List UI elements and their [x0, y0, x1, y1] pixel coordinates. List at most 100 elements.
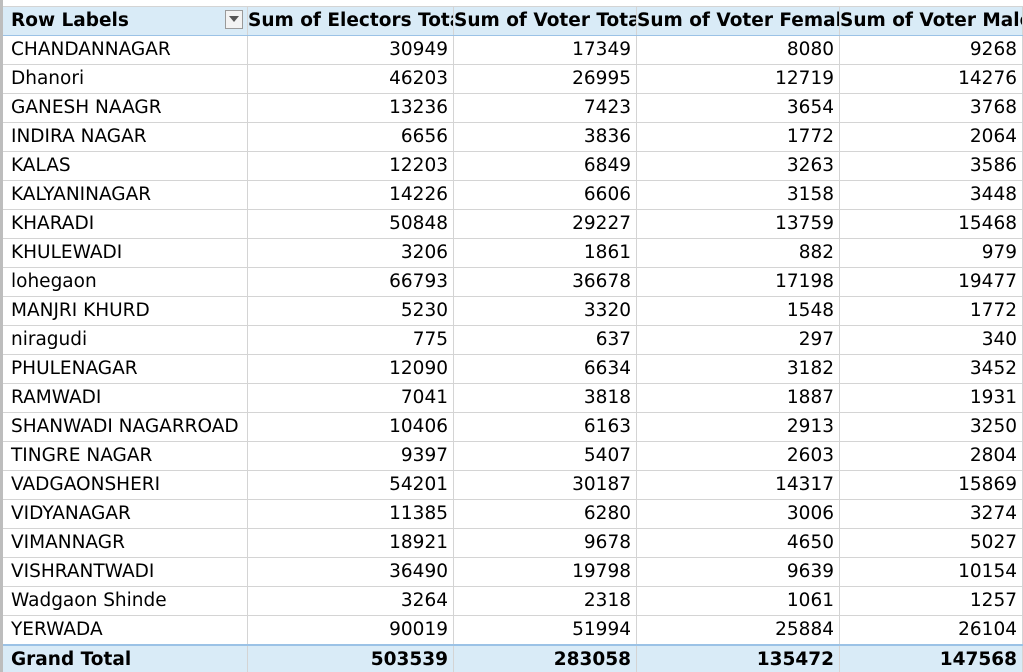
- row-label-cell[interactable]: GANESH NAAGR: [0, 93, 248, 123]
- voter-female-cell[interactable]: 3654: [636, 93, 840, 123]
- voter-male-cell[interactable]: 1772: [839, 296, 1023, 326]
- row-label-cell[interactable]: lohegaon: [0, 267, 248, 297]
- voter-male-cell[interactable]: 14276: [839, 64, 1023, 94]
- voter-total-cell[interactable]: 51994: [453, 615, 637, 646]
- voter-female-cell[interactable]: 882: [636, 238, 840, 268]
- row-label-cell[interactable]: VADGAONSHERI: [0, 470, 248, 500]
- row-label-cell[interactable]: SHANWADI NAGARROAD: [0, 412, 248, 442]
- voter-female-cell[interactable]: 25884: [636, 615, 840, 646]
- voter-male-cell[interactable]: 9268: [839, 35, 1023, 65]
- row-label-cell[interactable]: KHARADI: [0, 209, 248, 239]
- voter-female-cell[interactable]: 3263: [636, 151, 840, 181]
- voter-total-cell[interactable]: 3818: [453, 383, 637, 413]
- electors-total-cell[interactable]: 66793: [247, 267, 454, 297]
- voter-female-cell[interactable]: 3182: [636, 354, 840, 384]
- electors-total-cell[interactable]: 54201: [247, 470, 454, 500]
- voter-male-cell[interactable]: 5027: [839, 528, 1023, 558]
- voter-male-cell[interactable]: 3452: [839, 354, 1023, 384]
- voter-total-cell[interactable]: 6163: [453, 412, 637, 442]
- grand-total-female[interactable]: 135472: [636, 644, 840, 672]
- electors-total-cell[interactable]: 12203: [247, 151, 454, 181]
- header-voter-female[interactable]: Sum of Voter Female: [636, 6, 840, 36]
- row-label-cell[interactable]: RAMWADI: [0, 383, 248, 413]
- voter-female-cell[interactable]: 2913: [636, 412, 840, 442]
- row-label-cell[interactable]: MANJRI KHURD: [0, 296, 248, 326]
- voter-female-cell[interactable]: 3006: [636, 499, 840, 529]
- voter-male-cell[interactable]: 3448: [839, 180, 1023, 210]
- header-electors-total[interactable]: Sum of Electors Total: [247, 6, 454, 36]
- grand-total-male[interactable]: 147568: [839, 644, 1023, 672]
- voter-male-cell[interactable]: 2804: [839, 441, 1023, 471]
- voter-male-cell[interactable]: 1257: [839, 586, 1023, 616]
- voter-female-cell[interactable]: 9639: [636, 557, 840, 587]
- electors-total-cell[interactable]: 3264: [247, 586, 454, 616]
- grand-total-label[interactable]: Grand Total: [0, 644, 248, 672]
- voter-total-cell[interactable]: 6606: [453, 180, 637, 210]
- row-label-cell[interactable]: TINGRE NAGAR: [0, 441, 248, 471]
- electors-total-cell[interactable]: 9397: [247, 441, 454, 471]
- voter-male-cell[interactable]: 15468: [839, 209, 1023, 239]
- voter-female-cell[interactable]: 1061: [636, 586, 840, 616]
- row-label-cell[interactable]: KHULEWADI: [0, 238, 248, 268]
- header-row-labels-cell[interactable]: Row Labels: [0, 6, 248, 36]
- electors-total-cell[interactable]: 13236: [247, 93, 454, 123]
- voter-total-cell[interactable]: 3836: [453, 122, 637, 152]
- electors-total-cell[interactable]: 14226: [247, 180, 454, 210]
- voter-male-cell[interactable]: 340: [839, 325, 1023, 355]
- voter-total-cell[interactable]: 6849: [453, 151, 637, 181]
- electors-total-cell[interactable]: 3206: [247, 238, 454, 268]
- electors-total-cell[interactable]: 11385: [247, 499, 454, 529]
- row-label-cell[interactable]: INDIRA NAGAR: [0, 122, 248, 152]
- voter-total-cell[interactable]: 19798: [453, 557, 637, 587]
- voter-total-cell[interactable]: 29227: [453, 209, 637, 239]
- electors-total-cell[interactable]: 36490: [247, 557, 454, 587]
- row-label-cell[interactable]: VIDYANAGAR: [0, 499, 248, 529]
- electors-total-cell[interactable]: 5230: [247, 296, 454, 326]
- electors-total-cell[interactable]: 18921: [247, 528, 454, 558]
- voter-male-cell[interactable]: 3274: [839, 499, 1023, 529]
- voter-female-cell[interactable]: 3158: [636, 180, 840, 210]
- voter-male-cell[interactable]: 19477: [839, 267, 1023, 297]
- voter-total-cell[interactable]: 7423: [453, 93, 637, 123]
- voter-female-cell[interactable]: 2603: [636, 441, 840, 471]
- voter-male-cell[interactable]: 15869: [839, 470, 1023, 500]
- row-label-cell[interactable]: YERWADA: [0, 615, 248, 646]
- electors-total-cell[interactable]: 30949: [247, 35, 454, 65]
- voter-total-cell[interactable]: 36678: [453, 267, 637, 297]
- voter-female-cell[interactable]: 1548: [636, 296, 840, 326]
- voter-female-cell[interactable]: 14317: [636, 470, 840, 500]
- voter-male-cell[interactable]: 3586: [839, 151, 1023, 181]
- voter-male-cell[interactable]: 1931: [839, 383, 1023, 413]
- electors-total-cell[interactable]: 46203: [247, 64, 454, 94]
- electors-total-cell[interactable]: 6656: [247, 122, 454, 152]
- voter-female-cell[interactable]: 8080: [636, 35, 840, 65]
- voter-total-cell[interactable]: 3320: [453, 296, 637, 326]
- row-label-cell[interactable]: KALYANINAGAR: [0, 180, 248, 210]
- row-label-cell[interactable]: Wadgaon Shinde: [0, 586, 248, 616]
- electors-total-cell[interactable]: 90019: [247, 615, 454, 646]
- electors-total-cell[interactable]: 12090: [247, 354, 454, 384]
- voter-male-cell[interactable]: 3768: [839, 93, 1023, 123]
- voter-male-cell[interactable]: 979: [839, 238, 1023, 268]
- voter-female-cell[interactable]: 17198: [636, 267, 840, 297]
- voter-male-cell[interactable]: 10154: [839, 557, 1023, 587]
- row-label-cell[interactable]: KALAS: [0, 151, 248, 181]
- voter-male-cell[interactable]: 2064: [839, 122, 1023, 152]
- electors-total-cell[interactable]: 10406: [247, 412, 454, 442]
- grand-total-voters[interactable]: 283058: [453, 644, 637, 672]
- electors-total-cell[interactable]: 775: [247, 325, 454, 355]
- header-voter-total[interactable]: Sum of Voter Total: [453, 6, 637, 36]
- voter-total-cell[interactable]: 6280: [453, 499, 637, 529]
- voter-total-cell[interactable]: 1861: [453, 238, 637, 268]
- voter-female-cell[interactable]: 1772: [636, 122, 840, 152]
- row-label-cell[interactable]: Dhanori: [0, 64, 248, 94]
- voter-total-cell[interactable]: 26995: [453, 64, 637, 94]
- voter-total-cell[interactable]: 5407: [453, 441, 637, 471]
- voter-total-cell[interactable]: 30187: [453, 470, 637, 500]
- header-voter-male[interactable]: Sum of Voter Male: [839, 6, 1023, 36]
- grand-total-electors[interactable]: 503539: [247, 644, 454, 672]
- voter-total-cell[interactable]: 6634: [453, 354, 637, 384]
- row-label-cell[interactable]: VISHRANTWADI: [0, 557, 248, 587]
- filter-dropdown-button[interactable]: [225, 10, 243, 29]
- electors-total-cell[interactable]: 50848: [247, 209, 454, 239]
